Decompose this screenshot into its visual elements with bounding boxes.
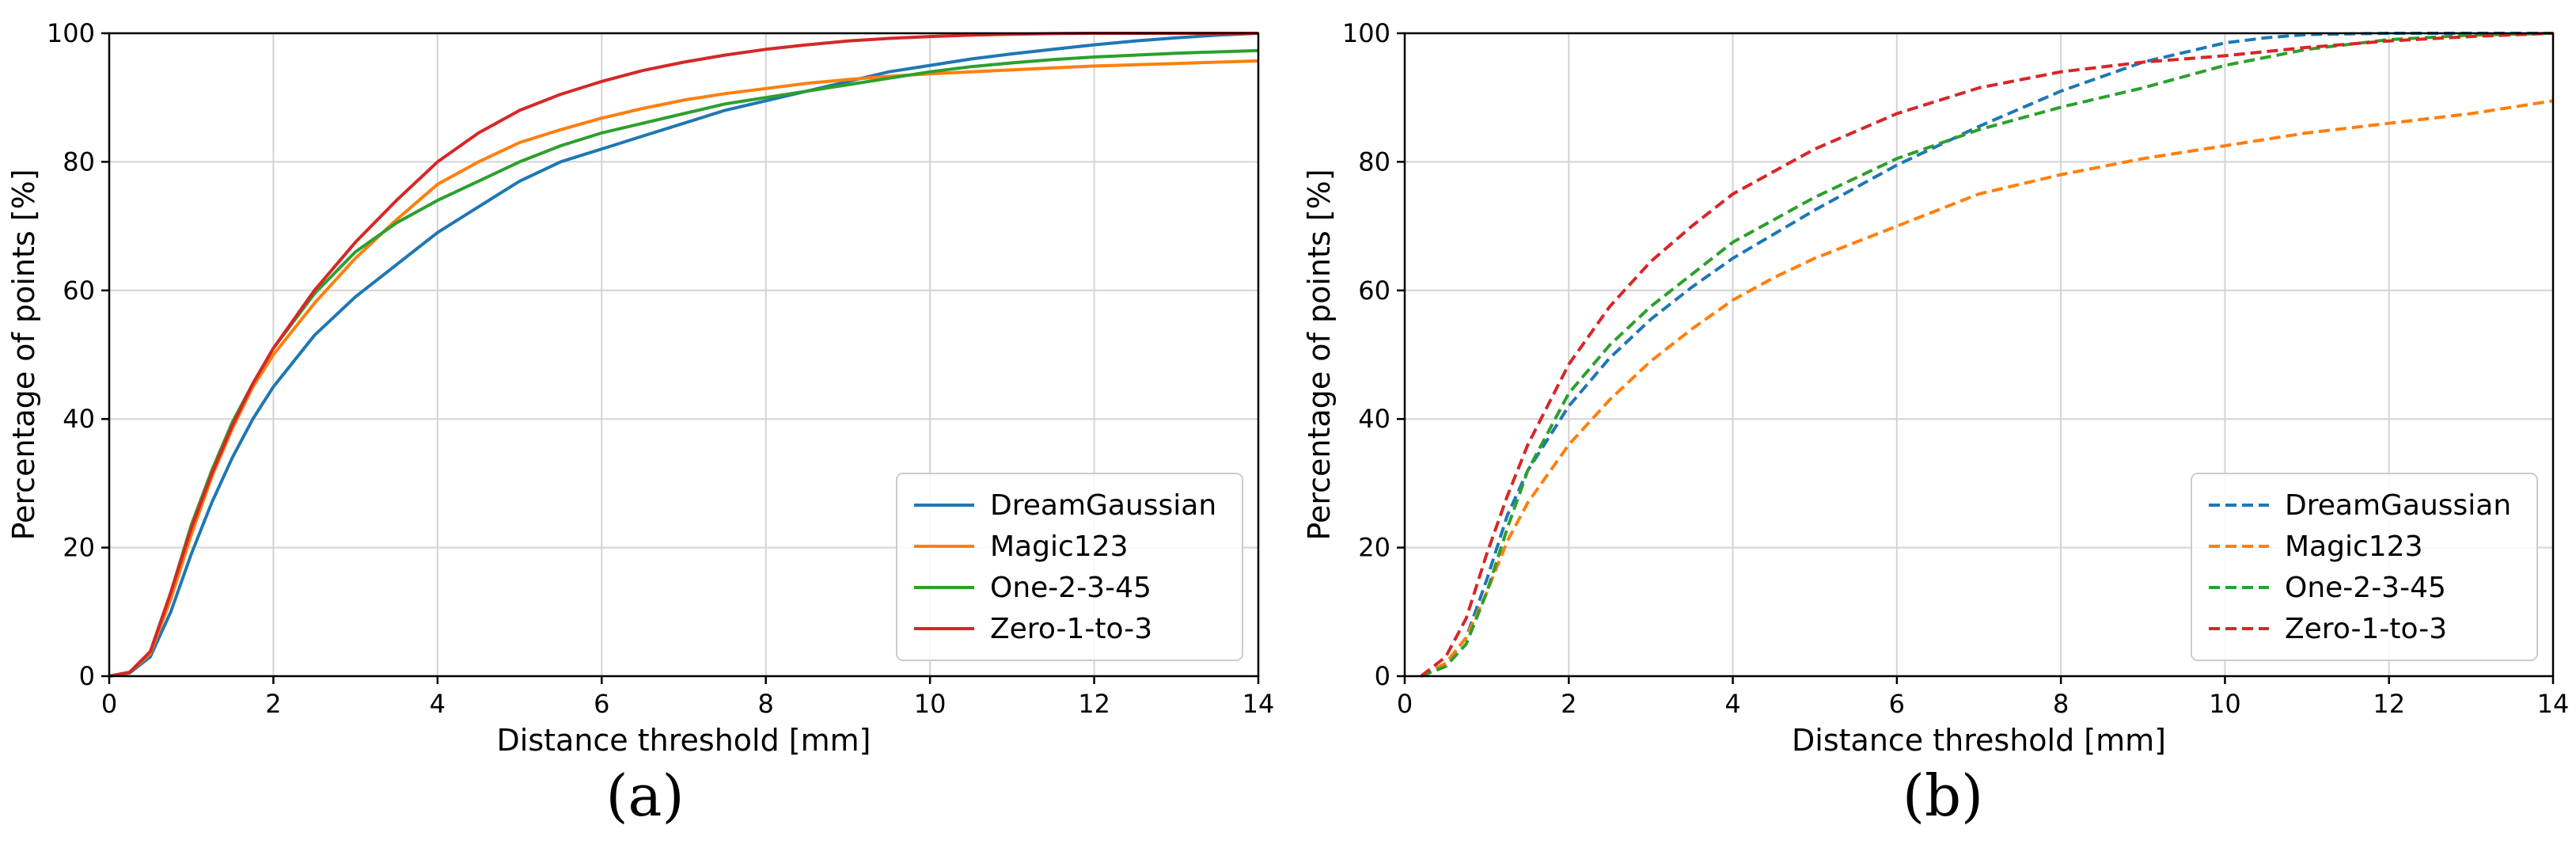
x-tick-label: 4 xyxy=(430,689,446,719)
y-tick-label: 100 xyxy=(1342,18,1390,48)
legend-label: Zero-1-to-3 xyxy=(990,613,1152,645)
y-tick-label: 80 xyxy=(1358,146,1390,177)
series-line-one-2-3-45 xyxy=(1420,32,2554,678)
x-tick-label: 8 xyxy=(758,689,774,719)
y-tick-label: 60 xyxy=(1358,276,1390,306)
y-tick-label: 100 xyxy=(47,18,95,48)
y-axis-label: Percentage of points [%] xyxy=(6,169,41,540)
x-tick-label: 0 xyxy=(101,689,117,719)
x-tick-label: 12 xyxy=(1078,689,1110,719)
x-tick-label: 14 xyxy=(2537,689,2570,719)
x-tick-label: 8 xyxy=(2053,689,2069,719)
x-tick-label: 2 xyxy=(265,689,281,719)
x-tick-label: 10 xyxy=(2209,689,2241,719)
x-tick-label: 4 xyxy=(1724,689,1740,719)
y-tick-label: 80 xyxy=(63,146,95,177)
y-tick-label: 20 xyxy=(1358,533,1390,563)
x-tick-label: 0 xyxy=(1397,689,1413,719)
legend: DreamGaussian Magic123 One-2-3-45 Zero-1-to… xyxy=(896,473,1243,661)
legend-box xyxy=(896,473,1243,661)
series-line-dreamgaussian xyxy=(1420,32,2553,678)
legend-label: One-2-3-45 xyxy=(2285,572,2446,604)
x-tick-label: 12 xyxy=(2373,689,2405,719)
legend: DreamGaussian Magic123 One-2-3-45 Zero-1-to… xyxy=(2191,473,2538,661)
legend-label: One-2-3-45 xyxy=(990,572,1151,604)
chart-panel-b: 0 2 4 6 8 10 12 14 0 20 40 60 80 100 Distance threshol… xyxy=(1302,18,2569,758)
series-line-zero-1-to-3 xyxy=(1420,32,2554,678)
legend-label: DreamGaussian xyxy=(990,489,1216,522)
panel-label: (b) xyxy=(1903,762,1983,829)
x-tick-label: 14 xyxy=(1242,689,1275,719)
legend-label: Magic123 xyxy=(990,530,1128,563)
x-tick-label: 6 xyxy=(1889,689,1905,719)
x-tick-label: 6 xyxy=(594,689,609,719)
plot-frame xyxy=(1403,32,2555,678)
plot-frame xyxy=(108,32,1260,678)
legend-label: Magic123 xyxy=(2285,530,2422,563)
y-tick-label: 0 xyxy=(79,661,95,691)
y-tick-label: 40 xyxy=(63,404,95,434)
legend-label: DreamGaussian xyxy=(2285,489,2511,522)
y-tick-label: 40 xyxy=(1358,404,1390,434)
x-tick-label: 2 xyxy=(1561,689,1576,719)
series-line-magic123 xyxy=(1420,99,2554,678)
y-tick-label: 0 xyxy=(1375,661,1390,691)
x-axis-label: Distance threshold [mm] xyxy=(1792,723,2166,758)
legend-box xyxy=(2191,473,2538,661)
y-axis-label: Percentage of points [%] xyxy=(1302,169,1337,540)
series-line-dreamgaussian xyxy=(108,32,1259,678)
x-axis-label: Distance threshold [mm] xyxy=(497,723,871,758)
x-tick-label: 10 xyxy=(914,689,947,719)
legend-label: Zero-1-to-3 xyxy=(2285,613,2447,645)
panel-label: (a) xyxy=(605,762,684,829)
chart-panel-a: 0 2 4 6 8 10 12 14 0 20 40 60 80 100 Distance threshol… xyxy=(6,18,1274,758)
y-tick-label: 60 xyxy=(63,276,95,306)
y-tick-label: 20 xyxy=(63,533,95,563)
